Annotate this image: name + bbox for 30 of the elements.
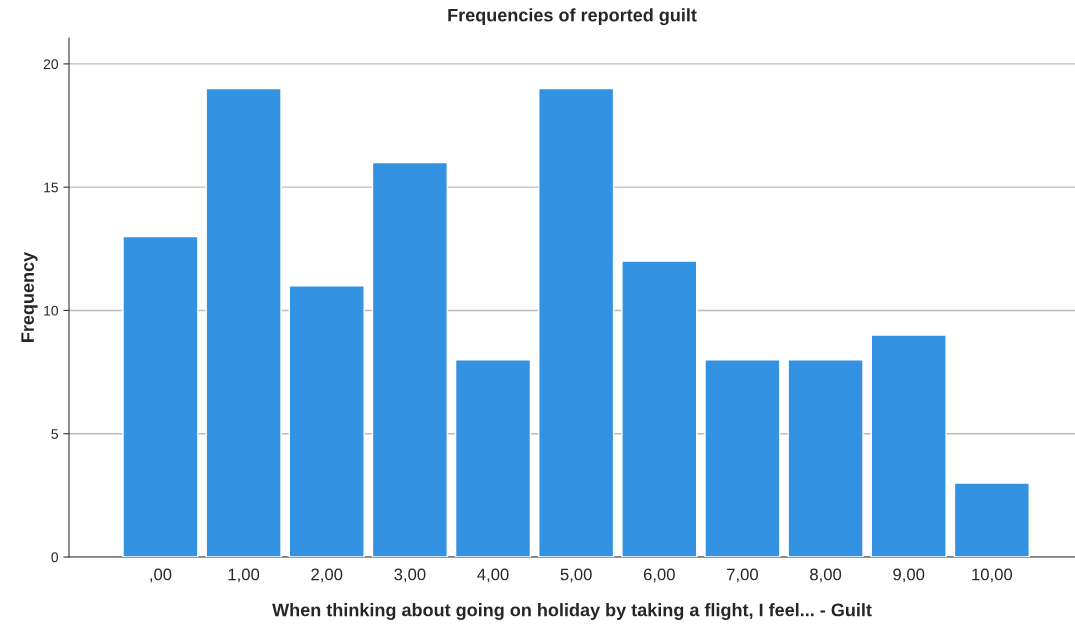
bar	[538, 87, 615, 557]
x-tick-label: 4,00	[477, 568, 509, 583]
bar	[288, 285, 365, 557]
x-tick-label: 10,00	[972, 568, 1013, 583]
y-tick-label: 10	[44, 305, 59, 316]
x-tick-label: 1,00	[228, 568, 260, 583]
x-tick-label: 8,00	[810, 568, 842, 583]
x-tick-label: 7,00	[727, 568, 759, 583]
bar	[205, 87, 282, 557]
y-tick-label: 15	[44, 182, 58, 193]
x-tick-label: 5,00	[560, 568, 592, 583]
bar	[454, 359, 532, 557]
bar	[953, 482, 1030, 557]
bar	[704, 359, 781, 557]
bar	[122, 235, 199, 557]
chart-title: Frequencies of reported guilt	[448, 8, 697, 26]
y-tick-label: 0	[51, 552, 59, 563]
x-tick-label: ,00	[150, 568, 172, 583]
x-tick-label: 3,00	[394, 568, 426, 583]
x-tick-label: 2,00	[311, 568, 343, 583]
x-axis-title: When thinking about going on holiday by taking a flight, I feel... - Guilt	[272, 603, 872, 620]
x-tick-label: 6,00	[643, 568, 675, 583]
y-tick-label: 20	[43, 59, 59, 70]
bar	[621, 260, 698, 557]
y-tick-label: 5	[51, 429, 58, 439]
x-tick-label: 9,00	[893, 568, 925, 583]
bar	[870, 334, 947, 557]
bar	[787, 359, 864, 557]
y-axis-title: Frequency	[21, 251, 38, 342]
bar	[371, 161, 448, 557]
